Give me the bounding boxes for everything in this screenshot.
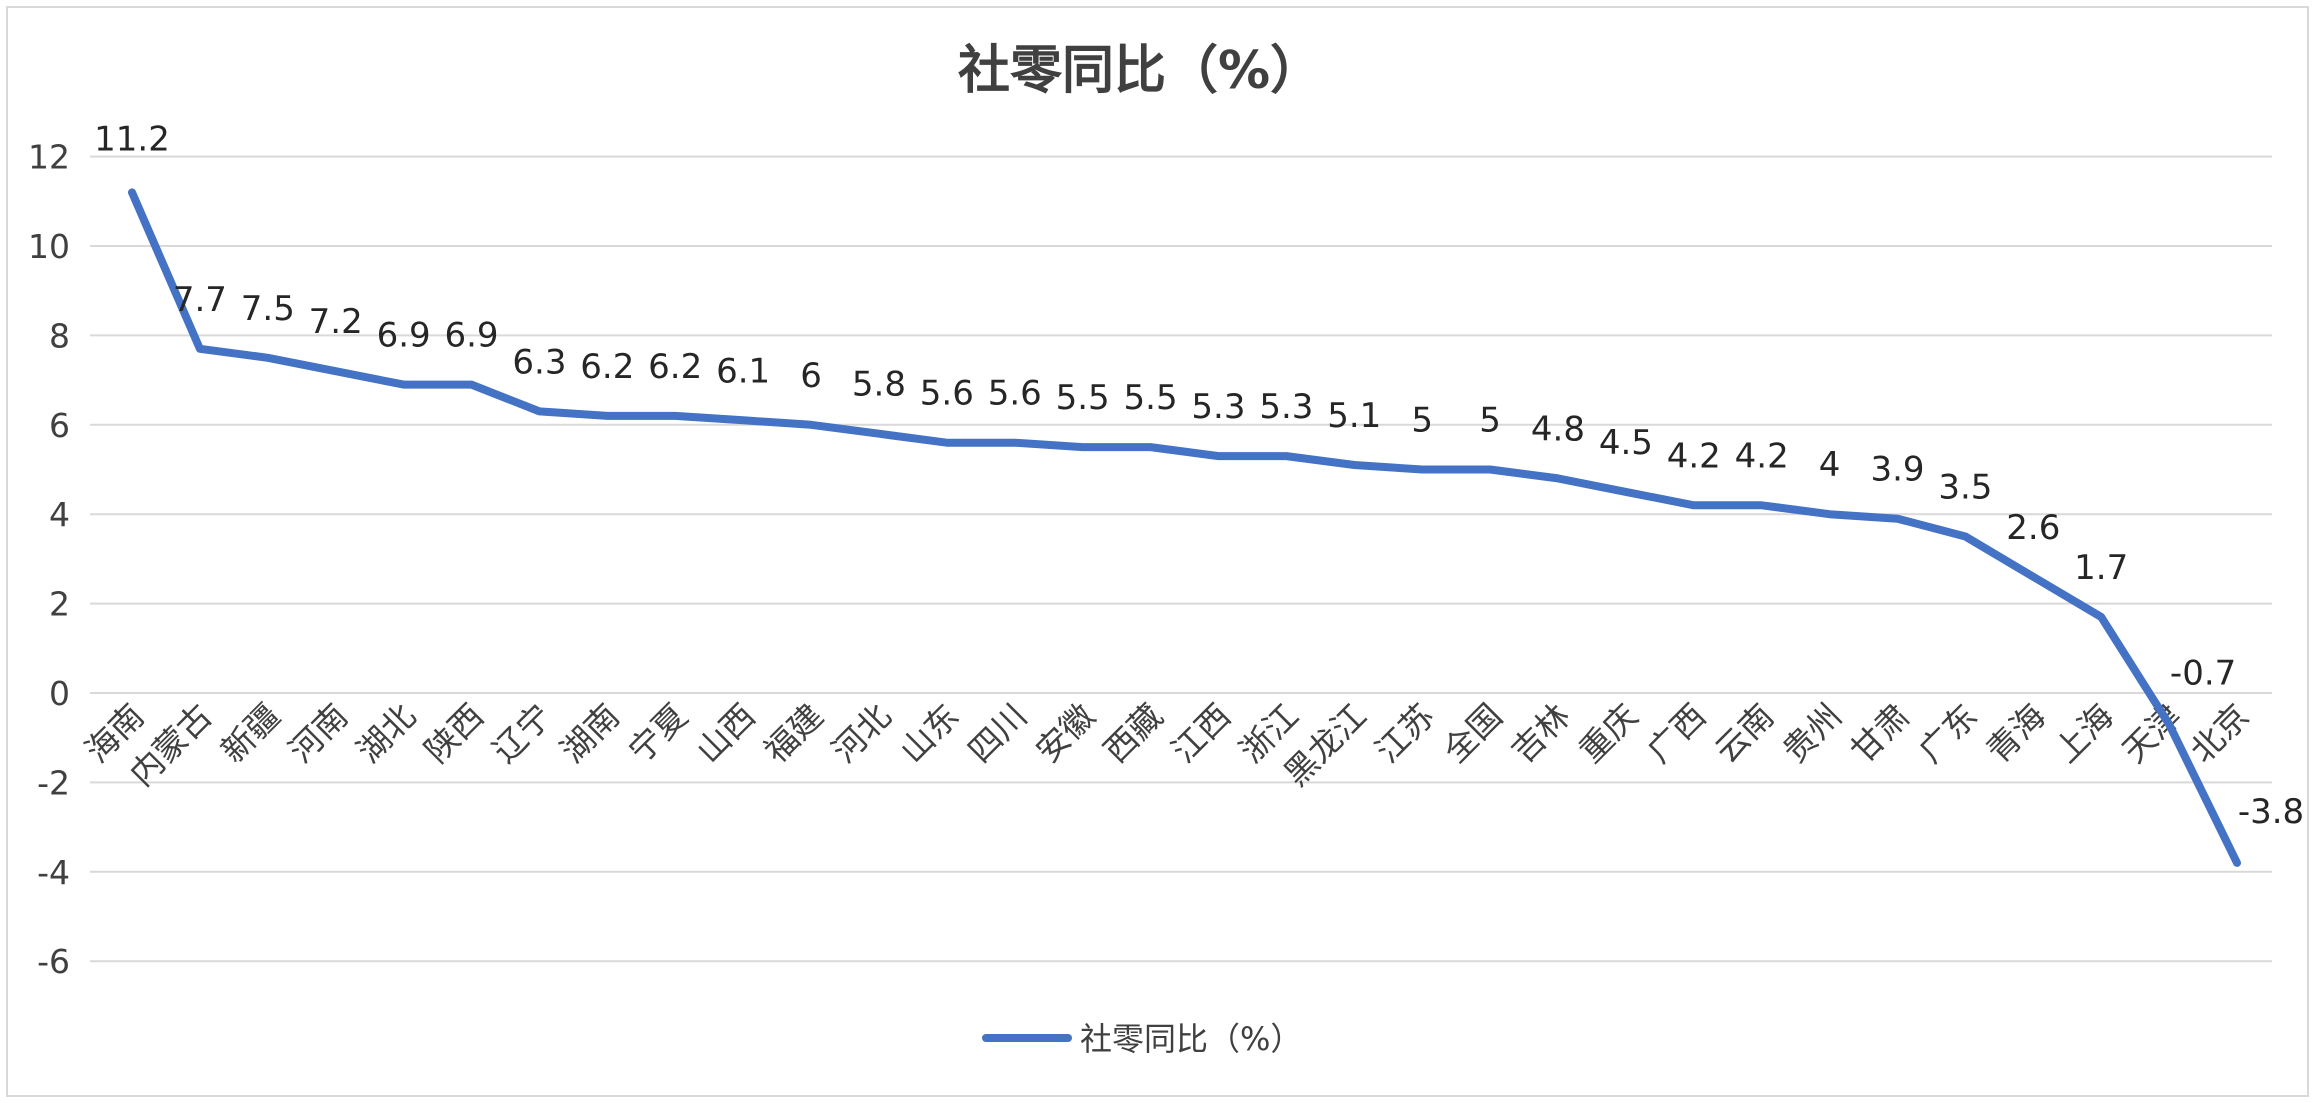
series-layer <box>128 188 2241 867</box>
y-tick-label: -2 <box>37 763 70 802</box>
x-tick-label: 辽宁 <box>485 696 559 770</box>
data-label: -0.7 <box>2170 653 2236 693</box>
legend: 社零同比（%） <box>982 1020 1302 1058</box>
data-label: 5.6 <box>920 374 974 414</box>
x-tick-label: 山西 <box>689 696 763 770</box>
data-label: 1.7 <box>2074 548 2128 588</box>
data-label: 4.5 <box>1599 423 1653 463</box>
x-axis-ticks: 海南内蒙古新疆河南湖北陕西辽宁湖南宁夏山西福建河北山东四川安徽西藏江西浙江黑龙江… <box>77 696 2256 794</box>
data-label: 5.5 <box>1124 378 1178 418</box>
x-tick-label: 宁夏 <box>621 696 695 770</box>
x-tick-label: 江苏 <box>1368 696 1442 770</box>
data-label: 7.7 <box>173 280 227 320</box>
x-tick-label: 河北 <box>824 696 898 770</box>
x-tick-label: 全国 <box>1435 696 1509 770</box>
y-tick-label: 8 <box>49 316 70 355</box>
data-label: 6 <box>800 356 822 396</box>
x-tick-label: 河南 <box>281 696 355 770</box>
y-tick-label: 6 <box>49 406 70 445</box>
data-label: 5.3 <box>1191 387 1245 427</box>
x-tick-label: 陕西 <box>417 696 491 770</box>
data-label: 4.2 <box>1735 436 1789 476</box>
x-tick-label: 广东 <box>1911 696 1985 770</box>
data-label: 6.9 <box>377 316 431 356</box>
y-tick-label: 10 <box>28 227 70 266</box>
data-label: 6.1 <box>716 351 770 391</box>
data-label: 5 <box>1411 401 1433 441</box>
y-tick-label: -4 <box>37 853 70 892</box>
x-tick-label: 湖南 <box>553 696 627 770</box>
y-tick-label: 12 <box>28 138 70 177</box>
data-label: 3.5 <box>1938 468 1992 508</box>
chart-title: 社零同比（%） <box>958 41 1322 101</box>
x-tick-label: 重庆 <box>1571 696 1645 770</box>
x-tick-label: 江西 <box>1164 696 1238 770</box>
y-axis-ticks: -6 -4 -2 0 2 4 6 8 10 12 <box>28 138 70 982</box>
data-labels: 11.2 7.7 7.5 7.2 6.9 6.9 6.3 6.2 6.2 6.1 6 5.8 5.6 5.… <box>94 119 2304 832</box>
data-label: 5.3 <box>1259 387 1313 427</box>
x-tick-label: 福建 <box>756 696 830 770</box>
data-label: 5.5 <box>1056 378 1110 418</box>
x-tick-label: 上海 <box>2047 696 2121 770</box>
gridlines <box>90 155 2272 963</box>
x-tick-label: 四川 <box>960 696 1034 770</box>
series-line <box>128 188 2241 867</box>
x-tick-label: 吉林 <box>1503 696 1577 770</box>
chart-frame <box>6 6 2309 1097</box>
data-label: 6.2 <box>580 347 634 387</box>
data-label: 4 <box>1819 445 1841 485</box>
data-label: 5 <box>1479 401 1501 441</box>
data-label: 6.2 <box>648 347 702 387</box>
x-tick-label: 北京 <box>2182 696 2256 770</box>
y-tick-label: 2 <box>49 585 70 624</box>
x-tick-label: 云南 <box>1707 696 1781 770</box>
data-label: 5.8 <box>852 365 906 405</box>
data-label: 2.6 <box>2006 508 2060 548</box>
data-label: 4.2 <box>1667 436 1721 476</box>
x-tick-label: 青海 <box>1979 696 2053 770</box>
data-label: 11.2 <box>94 119 170 159</box>
x-tick-label: 贵州 <box>1775 696 1849 770</box>
y-tick-label: 0 <box>49 674 70 713</box>
x-tick-label: 甘肃 <box>1843 696 1917 770</box>
y-tick-label: 4 <box>49 495 70 534</box>
x-tick-label: 新疆 <box>213 696 287 770</box>
data-label: 6.9 <box>444 316 498 356</box>
x-tick-label: 安徽 <box>1028 696 1102 770</box>
data-label: 6.3 <box>512 342 566 382</box>
data-label: 3.9 <box>1870 450 1924 490</box>
legend-label: 社零同比（%） <box>1080 1020 1302 1058</box>
y-tick-label: -6 <box>37 942 70 981</box>
x-tick-label: 山东 <box>892 696 966 770</box>
data-label: 7.5 <box>241 289 295 329</box>
data-label: 7.2 <box>309 302 363 342</box>
x-tick-label: 西藏 <box>1096 696 1170 770</box>
data-label: 5.1 <box>1327 396 1381 436</box>
x-tick-label: 湖北 <box>349 696 423 770</box>
data-label: 4.8 <box>1531 409 1585 449</box>
x-tick-label: 广西 <box>1639 696 1713 770</box>
data-label: 5.6 <box>988 374 1042 414</box>
data-label: -3.8 <box>2238 792 2304 832</box>
